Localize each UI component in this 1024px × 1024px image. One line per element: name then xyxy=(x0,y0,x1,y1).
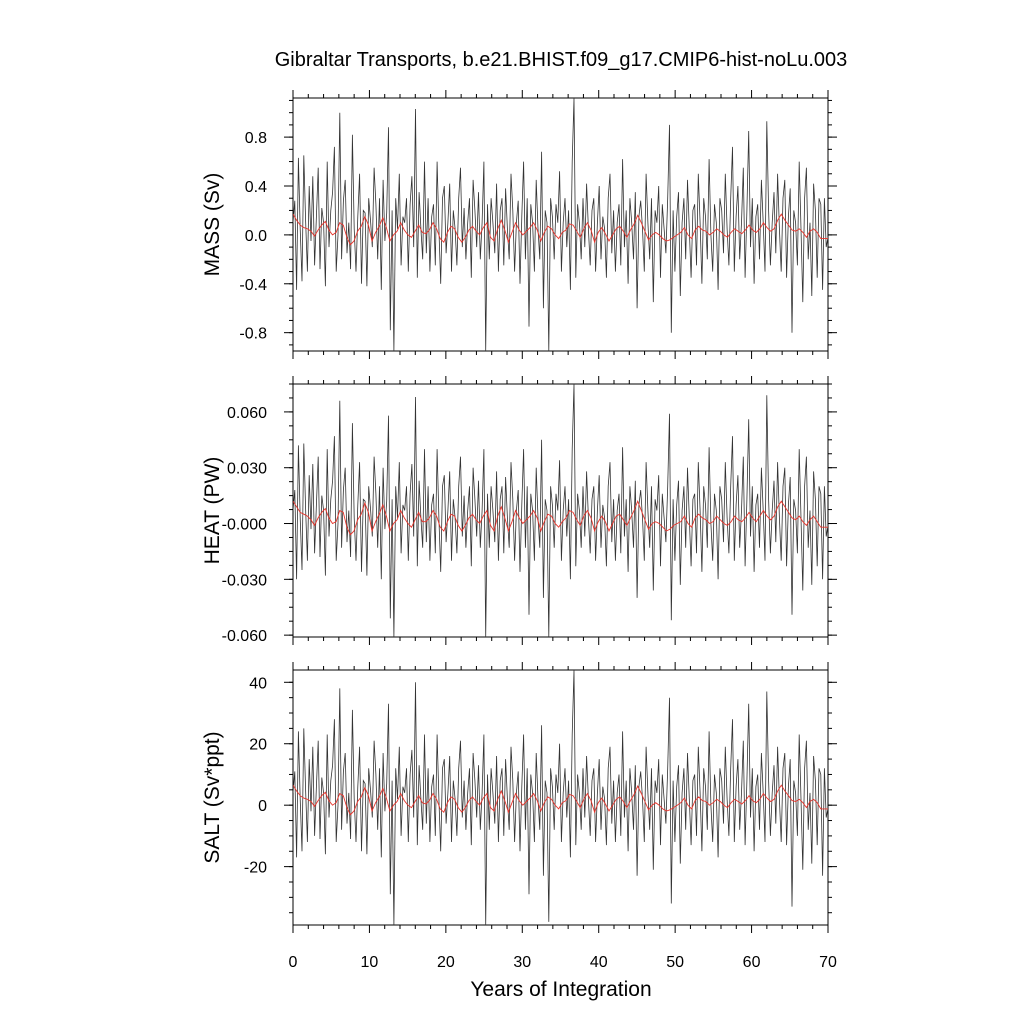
y-axis-label: SALT (Sv*ppt) xyxy=(201,731,224,863)
chart-title: Gibraltar Transports, b.e21.BHIST.f09_g1… xyxy=(275,49,848,71)
raw-series-line xyxy=(293,670,828,925)
y-tick-label: 0 xyxy=(258,798,267,815)
x-tick-label: 70 xyxy=(819,954,837,971)
panel-1: 0.060 0.030 -0.000 -0.030 -0.060 HEAT (PW) xyxy=(201,376,837,645)
smoothed-series-line xyxy=(293,499,828,536)
y-tick-label: 0.030 xyxy=(227,461,267,478)
y-tick-label: 20 xyxy=(249,737,267,754)
y-axis-label: HEAT (PW) xyxy=(201,457,224,565)
y-axis-label: MASS (Sv) xyxy=(201,173,224,277)
x-tick-label: 40 xyxy=(590,954,608,971)
panel-frame xyxy=(292,97,829,352)
x-tick-label: 30 xyxy=(513,954,531,971)
y-tick-label: -0.030 xyxy=(222,572,267,589)
x-tick-label: 50 xyxy=(666,954,684,971)
y-tick-label: -0.8 xyxy=(239,326,267,343)
panels-group: 0.8 0.4 0.0 -0.4 -0.8 MASS (Sv) 0.060 0.030 -0.0… xyxy=(201,90,837,971)
x-tick-label: 0 xyxy=(289,954,298,971)
panel-2: 40 20 0 -20 SALT (Sv*ppt) 0 10 20 30 40 50 60 70 xyxy=(201,662,837,971)
raw-series-line xyxy=(293,98,828,351)
y-tick-label: 0.8 xyxy=(245,130,267,147)
y-tick-label: 0.060 xyxy=(227,405,267,422)
x-tick-label: 20 xyxy=(437,954,455,971)
y-tick-label: 0.0 xyxy=(245,228,267,245)
smoothed-series-line xyxy=(293,784,828,816)
y-tick-label: -0.060 xyxy=(222,628,267,645)
y-tick-label: -0.000 xyxy=(222,517,267,534)
y-tick-label: -0.4 xyxy=(239,277,267,294)
raw-series-line xyxy=(293,384,828,637)
x-tick-label: 60 xyxy=(743,954,761,971)
smoothed-series-line xyxy=(293,213,828,246)
y-tick-label: 40 xyxy=(249,675,267,692)
x-axis-label: Years of Integration xyxy=(470,978,651,1001)
panel-frame xyxy=(292,669,829,926)
x-tick-label: 10 xyxy=(361,954,379,971)
y-tick-label: 0.4 xyxy=(245,179,267,196)
y-tick-label: -20 xyxy=(244,860,267,877)
panel-0: 0.8 0.4 0.0 -0.4 -0.8 MASS (Sv) xyxy=(201,90,837,359)
